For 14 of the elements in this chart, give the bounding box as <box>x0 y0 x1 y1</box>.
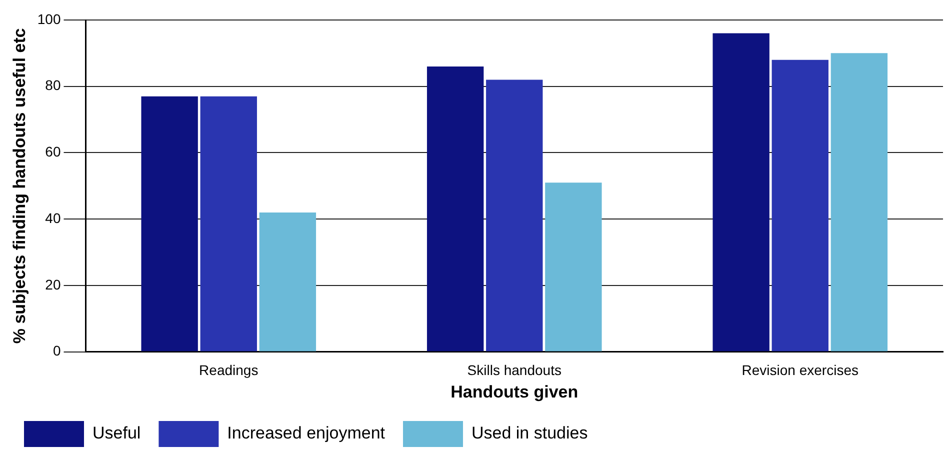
y-tick-label: 0 <box>52 342 61 359</box>
legend-label: Useful <box>92 424 141 443</box>
x-axis-title: Handouts given <box>450 382 578 402</box>
y-tick-label: 40 <box>45 210 61 226</box>
legend-label: Used in studies <box>472 424 588 443</box>
y-tick-label: 60 <box>45 144 61 160</box>
x-tick-label: Revision exercises <box>742 362 858 378</box>
x-tick-label: Readings <box>199 362 258 378</box>
x-tick-label: Skills handouts <box>467 362 562 378</box>
y-tick-label: 100 <box>37 10 61 27</box>
y-tick-label: 20 <box>45 276 61 292</box>
legend-label: Increased enjoyment <box>227 424 386 443</box>
y-axis-title: % subjects finding handouts useful etc <box>10 28 29 344</box>
y-tick-label: 80 <box>45 77 61 94</box>
